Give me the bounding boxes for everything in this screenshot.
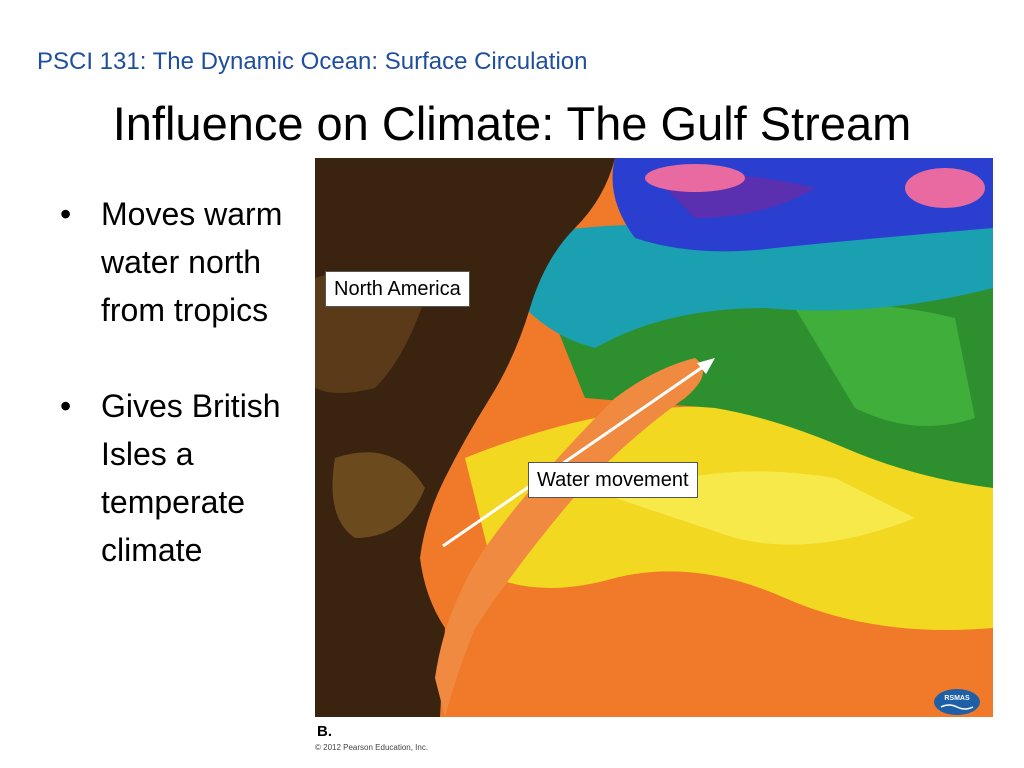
course-subtitle: PSCI 131: The Dynamic Ocean: Surface Cir… xyxy=(37,48,588,75)
sea-surface-temperature-map xyxy=(315,158,993,717)
bullet-item: • Gives British Isles a temperate climat… xyxy=(60,382,310,574)
map-image xyxy=(315,158,993,717)
figure-label: B. xyxy=(317,723,332,740)
svg-text:RSMAS: RSMAS xyxy=(944,695,970,702)
bullet-dot-icon: • xyxy=(60,196,72,232)
slide-title: Influence on Climate: The Gulf Stream xyxy=(112,97,912,150)
bullet-dot-icon: • xyxy=(60,388,72,424)
bullet-text: Gives British Isles a temperate climate xyxy=(101,388,281,568)
rsmas-logo-icon: RSMAS xyxy=(934,689,980,715)
water-movement-arrow xyxy=(442,362,708,548)
north-america-label: North America xyxy=(325,271,470,307)
water-movement-label: Water movement xyxy=(528,462,698,498)
gulf-stream-current xyxy=(435,358,703,717)
bullet-item: • Moves warm water north from tropics xyxy=(60,190,310,334)
arrow-head-icon xyxy=(697,358,715,374)
pink-cold-region xyxy=(645,164,745,192)
bullet-text: Moves warm water north from tropics xyxy=(101,196,283,328)
copyright-notice: © 2012 Pearson Education, Inc. xyxy=(315,743,429,752)
bullet-list: • Moves warm water north from tropics • … xyxy=(60,190,310,622)
